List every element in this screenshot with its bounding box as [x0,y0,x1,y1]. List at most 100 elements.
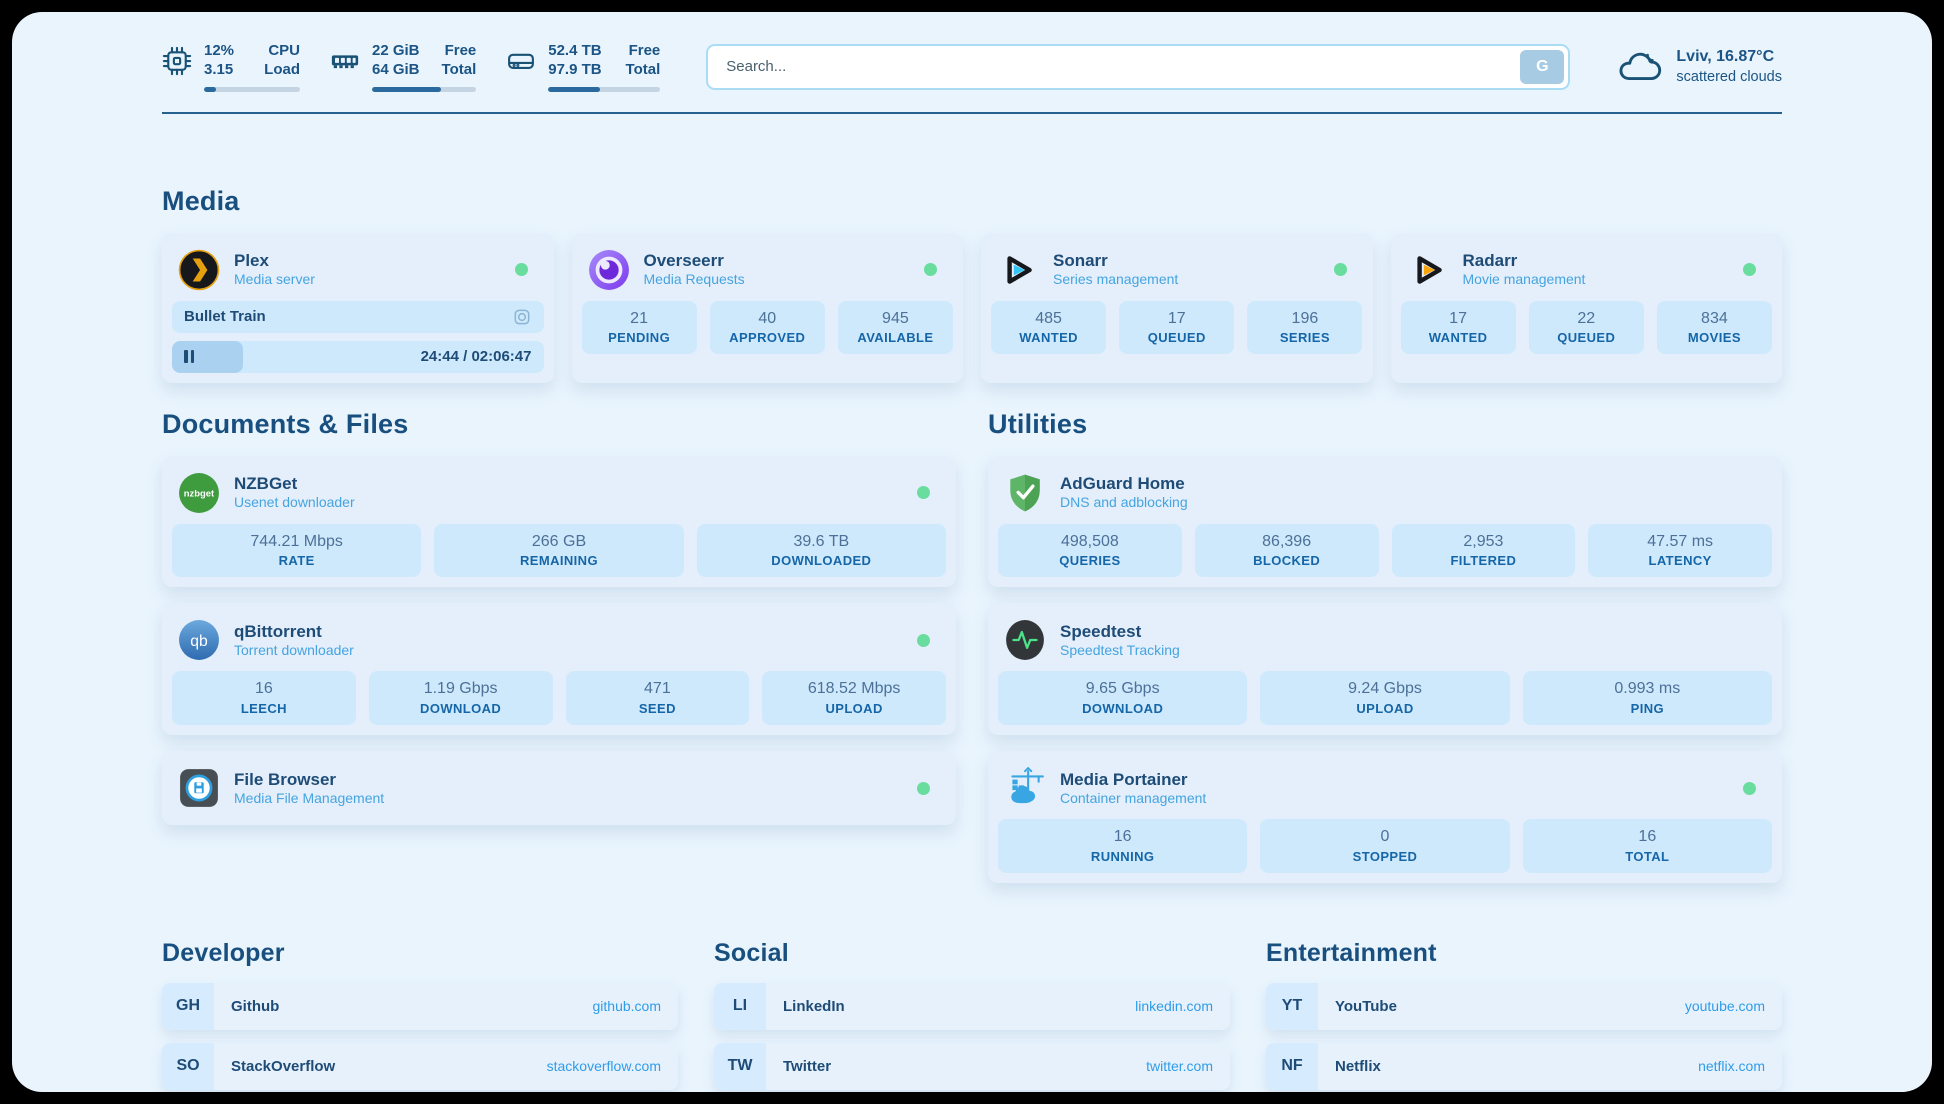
top-bar: 12% 3.15 CPU Load [162,42,1782,92]
app-card-filebrowser[interactable]: File Browser Media File Management [162,751,956,826]
app-card-speedtest[interactable]: Speedtest Speedtest Tracking 9.65 Gbps D… [988,603,1782,736]
section-heading-documents: Documents & Files [162,408,409,439]
app-subtitle: DNS and adblocking [1060,494,1188,511]
search-input[interactable] [712,58,1521,76]
status-online-dot [924,263,937,276]
stat-tile: 40 APPROVED [709,300,825,355]
bookmark-url: github.com [592,998,661,1015]
disk-stat: 52.4 TB 97.9 TB Free Total [506,42,661,92]
app-title: Radarr [1462,251,1518,271]
bookmark-youtube[interactable]: YT YouTube youtube.com [1266,982,1782,1030]
app-card-qbittorrent[interactable]: qb qBittorrent Torrent downloader [162,603,956,736]
stat-tile: 485 WANTED [991,300,1107,355]
stat-tile: 86,396 BLOCKED [1194,523,1379,578]
radarr-icon [1407,249,1449,291]
bookmark-group-social: Social LI LinkedIn linkedin.com TW Twitt… [714,939,1230,1092]
bookmark-name: LinkedIn [783,997,845,1015]
memory-icon [330,42,360,92]
filebrowser-icon [178,767,220,809]
svg-text:qb: qb [190,633,208,650]
stat-tile: 945 AVAILABLE [837,300,953,355]
bookmark-name: YouTube [1335,997,1397,1015]
section-documents: Documents & Files nzbget [162,409,956,883]
sonarr-icon [997,249,1039,291]
stat-tile: 9.24 Gbps UPLOAD [1260,671,1510,726]
now-playing-title: Bullet Train [184,308,266,325]
stat-tile: 744.21 Mbps RATE [172,523,422,578]
status-online-dot [917,486,930,499]
weather-condition: scattered clouds [1676,68,1782,85]
stat-tile: 196 SERIES [1247,300,1363,355]
playback-progress-bar: 24:44 / 02:06:47 [172,340,544,373]
stat-tile: 618.52 Mbps UPLOAD [762,671,946,726]
app-card-portainer[interactable]: Media Portainer Container management 16 … [988,751,1782,883]
app-card-adguard[interactable]: AdGuard Home DNS and adblocking 498,508 … [988,455,1782,588]
app-subtitle: Series management [1053,271,1179,288]
bookmark-abbr: LI [714,982,766,1030]
search-bar: G [706,43,1571,90]
bookmark-name: Netflix [1335,1057,1381,1075]
bookmark-github[interactable]: GH Github github.com [162,982,678,1030]
status-online-dot [1743,263,1756,276]
bookmark-twitter[interactable]: TW Twitter twitter.com [714,1042,1230,1090]
stat-tile: 16 LEECH [172,671,356,726]
search-provider-button[interactable]: G [1520,49,1565,84]
app-title: qBittorrent [234,621,322,641]
app-subtitle: Speedtest Tracking [1060,642,1180,659]
bookmark-netflix[interactable]: NF Netflix netflix.com [1266,1042,1782,1090]
app-title: Sonarr [1053,251,1108,271]
weather-widget: Lviv, 16.87°C scattered clouds [1616,47,1782,87]
section-utilities: Utilities [988,409,1782,883]
stat-tile: 47.57 ms LATENCY [1588,523,1772,578]
cpu-labels: CPU Load [264,42,300,78]
pause-icon [184,350,194,363]
plex-icon [178,249,220,291]
app-card-sonarr[interactable]: Sonarr Series management 485 WANTED 17 Q… [981,232,1373,383]
stat-tile: 1.19 Gbps DOWNLOAD [368,671,553,726]
app-title: Speedtest [1060,621,1142,641]
cpu-values: 12% 3.15 [204,42,234,80]
stat-tile: 0.993 ms PING [1522,671,1772,726]
stat-tile: 22 QUEUED [1528,300,1644,355]
app-card-overseerr[interactable]: Overseerr Media Requests 21 PENDING 40 A… [571,232,963,383]
disk-total: 97.9 TB [548,60,602,78]
bookmark-linkedin[interactable]: LI LinkedIn linkedin.com [714,982,1230,1030]
qbittorrent-icon: qb [178,619,220,661]
bookmark-url: netflix.com [1698,1058,1765,1075]
app-card-radarr[interactable]: Radarr Movie management 17 WANTED 22 QUE… [1390,232,1782,383]
now-playing-row: Bullet Train [172,300,544,333]
bookmark-url: linkedin.com [1135,998,1213,1015]
disk-free: 52.4 TB [548,42,602,59]
header-divider [162,111,1782,114]
stat-tile: 16 TOTAL [1522,819,1772,873]
portainer-icon [1004,767,1046,809]
cpu-load: 3.15 [204,60,234,78]
app-title: AdGuard Home [1060,474,1185,494]
app-title: Overseerr [643,251,724,271]
video-icon [512,307,532,327]
disk-values: 52.4 TB 97.9 TB [548,42,601,80]
app-subtitle: Media server [234,271,315,288]
bookmark-abbr: YT [1266,982,1318,1030]
status-online-dot [1333,263,1347,276]
app-subtitle: Media File Management [234,789,385,806]
playback-time: 24:44 / 02:06:47 [420,348,532,365]
bookmark-stackoverflow[interactable]: SO StackOverflow stackoverflow.com [162,1042,678,1090]
status-online-dot [1743,781,1756,795]
speedtest-icon [1004,619,1046,661]
memory-values: 22 GiB 64 GiB [372,42,420,80]
app-title: File Browser [234,769,337,789]
weather-location-temp: Lviv, 16.87°C [1676,47,1775,65]
system-stats: 12% 3.15 CPU Load [162,42,661,92]
svg-text:nzbget: nzbget [184,488,215,499]
app-subtitle: Torrent downloader [234,642,354,659]
bookmark-name: StackOverflow [231,1057,336,1075]
bookmark-heading-developer: Developer [162,938,285,967]
content-area: 12% 3.15 CPU Load [162,12,1782,1092]
cpu-usage: 12% [204,42,235,59]
app-card-plex[interactable]: Plex Media server Bullet Train [162,232,554,383]
memory-free: 22 GiB [372,42,420,59]
memory-progress-bar [372,86,477,92]
bookmark-abbr: GH [162,982,214,1030]
app-card-nzbget[interactable]: nzbget NZBGet Usenet downloader 74 [162,455,956,588]
